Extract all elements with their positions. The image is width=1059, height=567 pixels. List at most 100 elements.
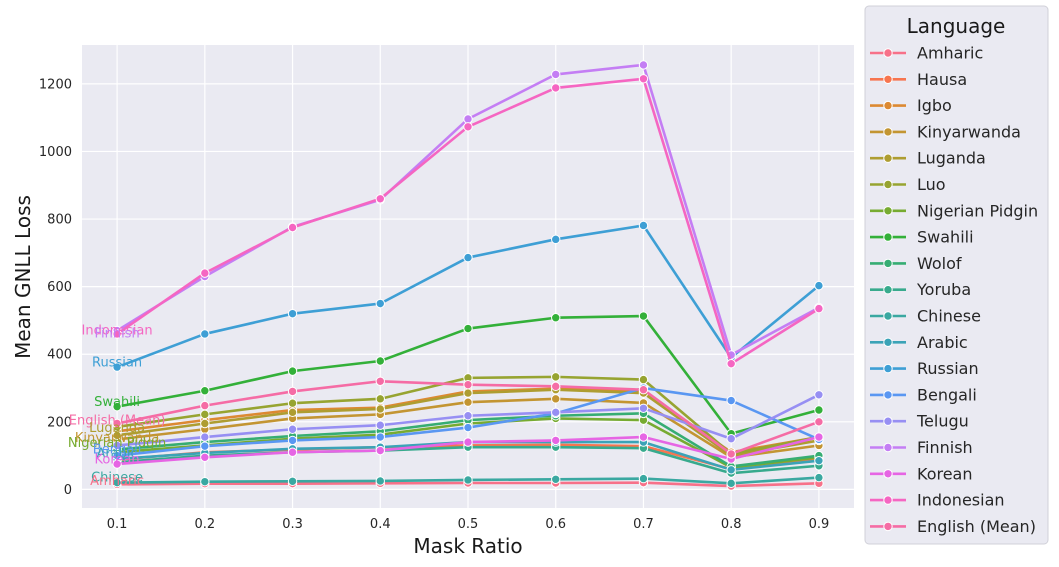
x-tick-label: 0.4: [370, 517, 391, 532]
data-point: [638, 403, 649, 414]
data-point: [814, 390, 824, 400]
legend-label: Bengali: [917, 385, 977, 404]
y-tick-label: 400: [47, 348, 72, 363]
legend-marker: [883, 390, 893, 400]
data-point: [726, 465, 736, 475]
legend-item: Telugu: [870, 412, 969, 431]
legend-item: Luo: [870, 175, 946, 194]
end-label: Finnish: [94, 326, 139, 341]
data-point: [463, 379, 473, 390]
data-point: [112, 401, 122, 412]
data-point: [200, 418, 210, 429]
data-point: [287, 435, 298, 446]
data-point: [463, 397, 473, 407]
data-point: [375, 356, 385, 366]
data-point: [463, 422, 473, 433]
data-point: [287, 407, 298, 418]
x-tick-label: 0.1: [107, 517, 128, 532]
data-point: [726, 434, 736, 444]
end-label: Nigerian Pidgin: [68, 436, 166, 451]
data-point: [551, 394, 561, 404]
data-point: [463, 122, 473, 132]
end-label: Kinyarwanda: [75, 431, 159, 446]
data-point: [200, 432, 210, 442]
series-lines: [112, 60, 824, 491]
legend-marker: [883, 48, 893, 58]
data-point: [551, 381, 561, 392]
legend-label: Korean: [917, 464, 973, 483]
legend-label: Igbo: [917, 96, 952, 115]
data-point: [814, 303, 824, 314]
data-point: [814, 455, 824, 466]
axis-ticks: 0 200 400 600 800 1000 1200 0.1 0.2 0.3 0.4 0.5 0.6 0…: [39, 77, 829, 532]
data-point: [375, 404, 385, 414]
legend-label: Yoruba: [916, 280, 971, 299]
series-swahili: [112, 311, 824, 439]
data-point: [375, 445, 385, 456]
legend-marker: [883, 469, 893, 479]
data-point: [551, 435, 561, 446]
legend-label: Russian: [917, 359, 979, 378]
data-point: [112, 440, 122, 451]
x-tick-label: 0.7: [633, 517, 654, 532]
y-axis-title: Mean GNLL Loss: [11, 195, 35, 359]
legend-marker: [883, 74, 893, 85]
data-point: [463, 437, 473, 447]
legend-marker: [883, 442, 893, 453]
legend-marker: [883, 153, 893, 163]
legend-label: Luganda: [917, 149, 986, 168]
legend-item: Bengali: [870, 385, 977, 404]
legend-title: Language: [907, 14, 1006, 38]
data-point: [726, 358, 736, 369]
legend-item: Arabic: [870, 333, 968, 352]
data-point: [551, 69, 561, 80]
legend-item: Russian: [870, 359, 979, 378]
end-label: Arabic: [96, 447, 137, 462]
legend-label: Telugu: [916, 412, 969, 431]
end-label: Korean: [95, 453, 140, 468]
data-point: [551, 313, 561, 323]
data-point: [638, 473, 649, 484]
data-point: [463, 323, 473, 334]
end-label: English (Mean): [69, 413, 166, 428]
legend-marker: [883, 337, 893, 347]
data-point: [638, 374, 649, 385]
legend-label: Nigerian Pidgin: [917, 201, 1038, 220]
legend-label: Luo: [917, 175, 946, 194]
legend-item: Indonesian: [870, 491, 1005, 510]
legend-item: Kinyarwanda: [870, 122, 1021, 141]
end-label: Russian: [92, 356, 142, 371]
legend-item: English (Mean): [870, 517, 1036, 536]
data-point: [375, 376, 385, 386]
series-indonesian: [112, 74, 824, 369]
data-point: [200, 409, 210, 420]
legend-item: Yoruba: [870, 280, 971, 299]
x-axis-title: Mask Ratio: [413, 534, 522, 558]
data-point: [287, 386, 298, 397]
data-point: [638, 311, 649, 321]
data-point: [463, 475, 473, 485]
x-tick-label: 0.5: [458, 517, 479, 532]
series-chinese: [112, 472, 824, 489]
legend-item: Luganda: [870, 149, 986, 168]
legend-marker: [883, 100, 893, 111]
legend-marker: [883, 521, 893, 532]
y-tick-label: 800: [47, 213, 72, 228]
data-point: [726, 395, 736, 406]
legend-marker: [883, 179, 893, 190]
data-point: [200, 476, 210, 487]
data-point: [200, 329, 210, 339]
legend-label: Swahili: [917, 228, 974, 247]
data-point: [287, 398, 298, 408]
data-point: [287, 222, 298, 233]
end-label: Bengali: [93, 443, 142, 458]
legend-label: Chinese: [917, 307, 981, 326]
y-tick-label: 1200: [39, 77, 72, 92]
legend-marker: [883, 311, 893, 321]
series-english-mean: [112, 376, 824, 459]
data-point: [200, 400, 210, 411]
legend-item: Wolof: [870, 254, 962, 273]
x-tick-label: 0.3: [282, 517, 303, 532]
data-point: [551, 407, 561, 418]
